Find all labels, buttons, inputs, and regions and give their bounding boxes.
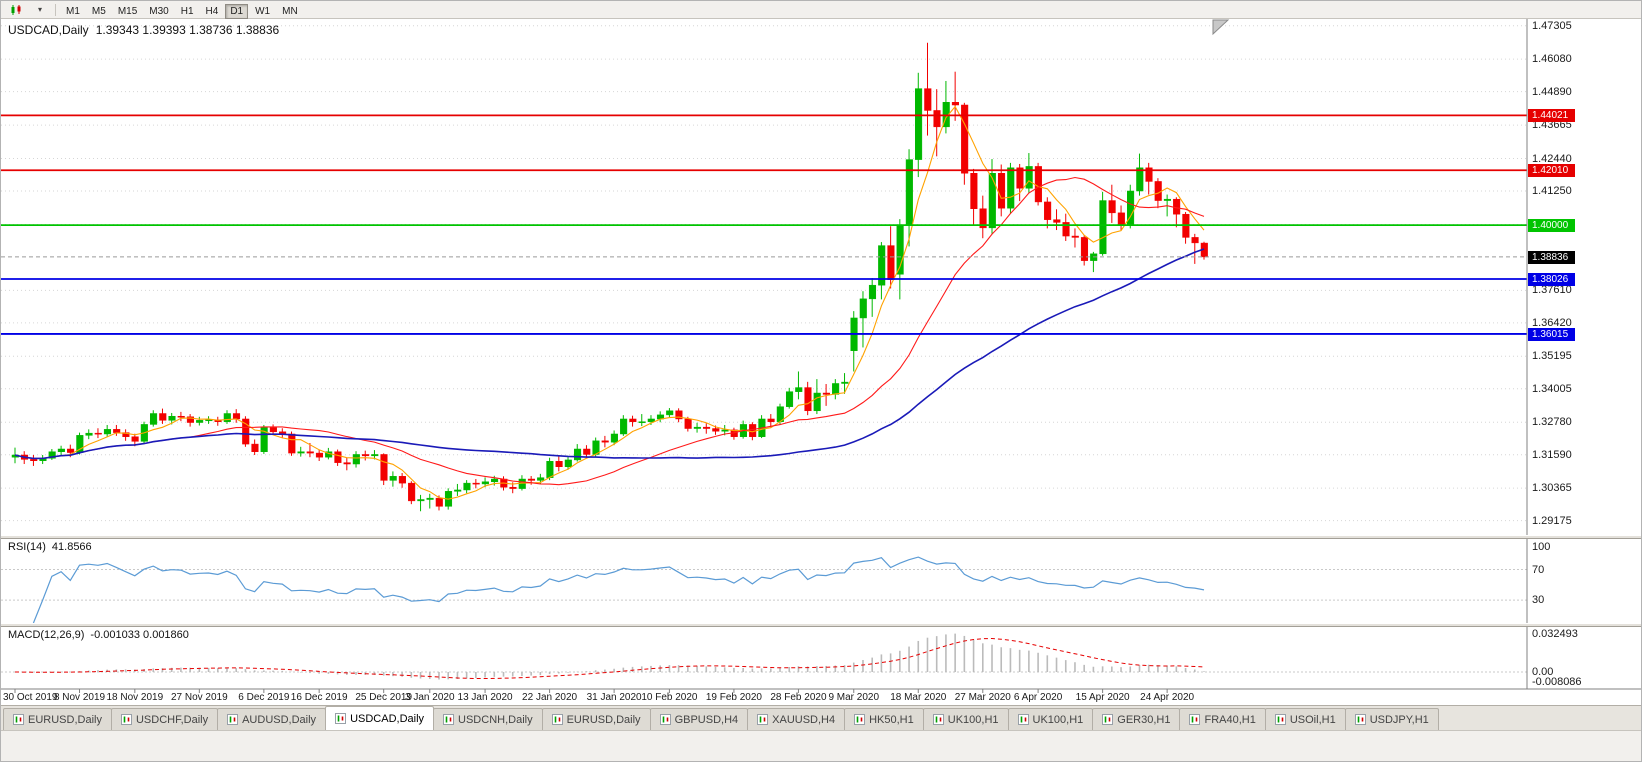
toolbar-separator: [55, 3, 56, 16]
tab-label: XAUUSD,H4: [772, 713, 836, 726]
mini-chart-icon: [551, 714, 563, 725]
timeframe-button-w1[interactable]: W1: [250, 4, 275, 19]
chart-tab-12-fra40-h1[interactable]: FRA40,H1: [1179, 708, 1266, 730]
rsi-indicator-label: RSI(14) 41.8566: [8, 541, 92, 553]
timeframe-button-m1[interactable]: M1: [61, 4, 85, 19]
timeframe-button-h4[interactable]: H4: [201, 4, 224, 19]
tab-label: USDJPY,H1: [1369, 713, 1429, 726]
chart-tab-4-usdcnh-daily[interactable]: USDCNH,Daily: [433, 708, 543, 730]
chart-tab-0-eurusd-daily[interactable]: EURUSD,Daily: [3, 708, 112, 730]
macd-name: MACD(12,26,9): [8, 629, 85, 641]
timeframe-button-h1[interactable]: H1: [176, 4, 199, 19]
price-chart-canvas[interactable]: [1, 19, 1642, 705]
rsi-value: 41.8566: [51, 541, 92, 553]
tab-label: HK50,H1: [869, 713, 914, 726]
chart-area[interactable]: USDCAD,Daily 1.39343 1.39393 1.38736 1.3…: [1, 19, 1642, 705]
timeframe-button-m30[interactable]: M30: [144, 4, 173, 19]
chart-tab-11-ger30-h1[interactable]: GER30,H1: [1092, 708, 1181, 730]
macd-indicator-label: MACD(12,26,9) -0.001033 0.001860: [8, 629, 189, 641]
chart-tab-13-usoil-h1[interactable]: USOil,H1: [1264, 708, 1346, 730]
mini-chart-icon: [1189, 714, 1201, 725]
mini-chart-icon: [13, 714, 24, 725]
price-scale[interactable]: [1527, 19, 1641, 689]
chart-tab-14-usdjpy-h1[interactable]: USDJPY,H1: [1344, 708, 1439, 730]
tab-label: USDCHF,Daily: [135, 713, 209, 726]
panel-separator-macd[interactable]: [1, 623, 1641, 627]
chart-tab-7-xauusd-h4[interactable]: XAUUSD,H4: [747, 708, 846, 730]
chart-tabs-bar: EURUSD,Daily USDCHF,Daily AUDUSD,Daily USDC…: [1, 705, 1641, 730]
mini-chart-icon: [1354, 714, 1366, 725]
chart-tab-5-eurusd-daily[interactable]: EURUSD,Daily: [541, 708, 651, 730]
tab-label: FRA40,H1: [1204, 713, 1256, 726]
timeframe-button-mn[interactable]: MN: [277, 4, 303, 19]
chart-title: USDCAD,Daily 1.39343 1.39393 1.38736 1.3…: [8, 23, 279, 37]
chart-tab-8-hk50-h1[interactable]: HK50,H1: [844, 708, 924, 730]
mini-chart-icon: [659, 714, 671, 725]
mini-chart-icon: [335, 713, 347, 724]
mini-chart-icon: [227, 714, 239, 725]
mini-chart-icon: [443, 714, 455, 725]
status-bar: [1, 730, 1641, 761]
chevron-down-icon: ▾: [37, 5, 42, 14]
toolbar: ▾ M1 M5 M15 M30 H1 H4 D1 W1 MN: [1, 1, 1641, 19]
tab-label: USOil,H1: [1289, 713, 1336, 726]
chart-tab-1-usdchf-daily[interactable]: USDCHF,Daily: [110, 708, 219, 730]
chart-tab-3-usdcad-daily[interactable]: USDCAD,Daily: [325, 706, 435, 730]
macd-values: -0.001033 0.001860: [90, 629, 189, 641]
mini-chart-icon: [1274, 714, 1286, 725]
candlestick-chart-icon: [11, 4, 21, 15]
tab-label: EURUSD,Daily: [28, 713, 102, 726]
chart-tab-9-uk100-h1[interactable]: UK100,H1: [922, 708, 1009, 730]
timeframe-button-m15[interactable]: M15: [113, 4, 142, 19]
ohlc-values: 1.39343 1.39393 1.38736 1.38836: [95, 23, 280, 37]
tab-label: EURUSD,Daily: [566, 713, 641, 726]
mini-chart-icon: [854, 714, 866, 725]
mini-chart-icon: [120, 714, 132, 725]
chart-tab-2-audusd-daily[interactable]: AUDUSD,Daily: [217, 708, 327, 730]
mini-chart-icon: [1017, 714, 1029, 725]
timeframe-buttons: M1 M5 M15 M30 H1 H4 D1 W1 MN: [60, 1, 304, 19]
tab-label: UK100,H1: [947, 713, 999, 726]
mini-chart-icon: [757, 714, 769, 725]
symbol-period-label: USDCAD,Daily: [8, 23, 89, 37]
panel-separator-rsi[interactable]: [1, 535, 1641, 539]
chart-type-button[interactable]: [5, 2, 28, 17]
tab-label: USDCAD,Daily: [350, 712, 425, 725]
timeframe-button-m5[interactable]: M5: [87, 4, 111, 19]
chart-tab-6-gbpusd-h4[interactable]: GBPUSD,H4: [649, 708, 749, 730]
chart-type-dropdown-button[interactable]: ▾: [30, 2, 50, 17]
mini-chart-icon: [932, 714, 944, 725]
tab-label: AUDUSD,Daily: [242, 713, 317, 726]
tab-label: UK100,H1: [1032, 713, 1084, 726]
chart-shift-marker-icon[interactable]: [1, 19, 1642, 39]
tab-label: GER30,H1: [1117, 713, 1171, 726]
tab-label: GBPUSD,H4: [674, 713, 739, 726]
chart-tab-10-uk100-h1[interactable]: UK100,H1: [1007, 708, 1094, 730]
mini-chart-icon: [1102, 714, 1114, 725]
rsi-name: RSI(14): [8, 541, 46, 553]
tab-label: USDCNH,Daily: [458, 713, 533, 726]
timeframe-button-d1[interactable]: D1: [225, 3, 249, 19]
time-scale[interactable]: [1, 689, 1527, 705]
